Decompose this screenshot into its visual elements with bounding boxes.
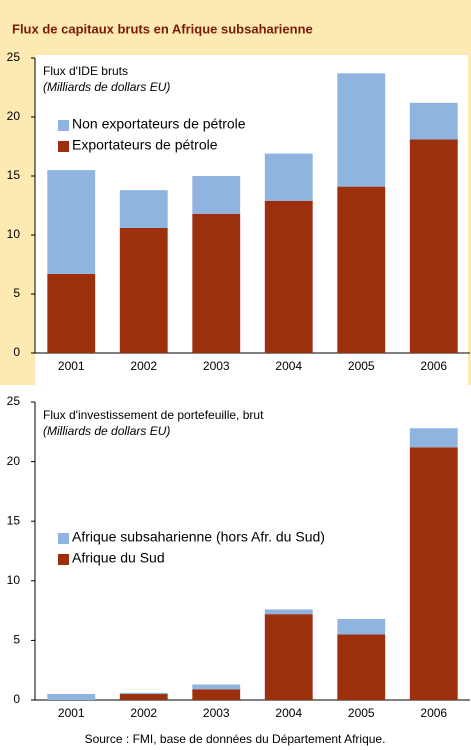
- bar-segment: [192, 684, 241, 690]
- legend-swatch: [58, 120, 69, 131]
- y-tick-label: 20: [7, 454, 21, 468]
- legend-swatch: [58, 533, 69, 544]
- bar-segment: [47, 694, 96, 700]
- panel-background: [35, 55, 468, 385]
- y-tick-label: 25: [7, 50, 21, 64]
- legend-label: Afrique du Sud: [72, 550, 165, 566]
- bar-segment: [264, 614, 313, 700]
- bar-segment: [337, 186, 386, 353]
- x-tick-label: 2005: [348, 706, 375, 720]
- bar-segment: [119, 227, 168, 353]
- x-tick-label: 2002: [130, 706, 157, 720]
- x-tick-label: 2003: [203, 706, 230, 720]
- bar-segment: [409, 139, 458, 353]
- legend-swatch: [58, 554, 69, 565]
- x-tick-label: 2005: [348, 359, 375, 373]
- y-tick-label: 10: [7, 573, 21, 587]
- bar-segment: [264, 609, 313, 615]
- bar-segment: [119, 694, 168, 700]
- y-tick-label: 0: [13, 692, 20, 706]
- legend-label: Non exportateurs de pétrole: [72, 116, 246, 132]
- bar-segment: [337, 73, 386, 187]
- y-tick-label: 0: [13, 345, 20, 359]
- chart-subtitle: (Milliards de dollars EU): [43, 80, 170, 94]
- x-tick-label: 2001: [58, 706, 85, 720]
- bar-segment: [192, 213, 241, 353]
- bar-segment: [47, 273, 96, 353]
- legend-label: Exportateurs de pétrole: [72, 137, 218, 153]
- x-tick-label: 2002: [130, 359, 157, 373]
- chart-title: Flux d'investissement de portefeuille, b…: [43, 408, 264, 422]
- bar-segment: [337, 634, 386, 700]
- legend-swatch: [58, 141, 69, 152]
- bar-segment: [264, 200, 313, 353]
- bar-segment: [192, 689, 241, 700]
- bar-segment: [409, 428, 458, 448]
- y-tick-label: 25: [7, 394, 21, 408]
- bar-segment: [119, 190, 168, 228]
- x-tick-label: 2006: [420, 706, 447, 720]
- page-title: Flux de capitaux bruts en Afrique subsah…: [12, 21, 313, 36]
- x-tick-label: 2004: [275, 706, 302, 720]
- x-tick-label: 2006: [420, 359, 447, 373]
- y-tick-label: 20: [7, 109, 21, 123]
- x-tick-label: 2004: [275, 359, 302, 373]
- y-tick-label: 15: [7, 168, 21, 182]
- chart-title: Flux d'IDE bruts: [43, 64, 128, 78]
- x-tick-label: 2003: [203, 359, 230, 373]
- bar-segment: [409, 102, 458, 140]
- bar-segment: [409, 447, 458, 700]
- bar-segment: [337, 618, 386, 635]
- x-tick-label: 2001: [58, 359, 85, 373]
- bar-segment: [264, 153, 313, 201]
- y-tick-label: 15: [7, 513, 21, 527]
- y-tick-label: 5: [13, 286, 20, 300]
- y-tick-label: 10: [7, 227, 21, 241]
- source: Source : FMI, base de données du Départe…: [85, 732, 386, 746]
- bar-segment: [119, 692, 168, 695]
- y-tick-label: 5: [13, 633, 20, 647]
- chart-subtitle: (Milliards de dollars EU): [43, 424, 170, 438]
- bar-segment: [47, 170, 96, 274]
- legend-label: Afrique subsaharienne (hors Afr. du Sud): [72, 529, 325, 545]
- bar-segment: [192, 176, 241, 214]
